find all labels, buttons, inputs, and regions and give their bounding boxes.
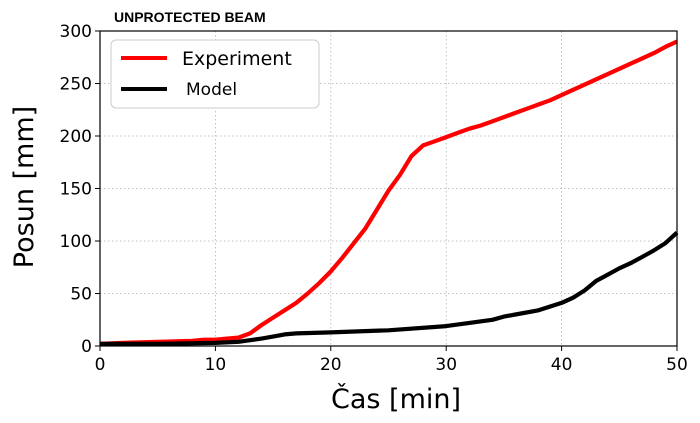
y-axis-label: Posun [mm] — [9, 106, 40, 268]
y-tick-label: 250 — [60, 75, 92, 95]
legend: Experiment Model — [110, 39, 320, 109]
legend-label-model: Model — [186, 80, 237, 100]
x-tick-label: 30 — [435, 355, 457, 375]
series-line-model — [100, 231, 679, 346]
y-tick-label: 100 — [60, 232, 92, 252]
x-tick-label: 40 — [551, 355, 573, 375]
y-tick-label: 0 — [81, 337, 92, 357]
x-axis-ticks: 0 10 20 30 40 50 — [95, 346, 688, 375]
x-tick-label: 50 — [666, 355, 688, 375]
y-axis-ticks: 0 50 100 150 200 250 300 — [60, 22, 100, 357]
x-axis-label: Čas [min] — [331, 383, 461, 415]
y-tick-label: 200 — [60, 127, 92, 147]
legend-label-experiment: Experiment — [182, 48, 292, 70]
y-tick-label: 300 — [60, 22, 92, 42]
series-line-experiment — [99, 39, 678, 346]
y-tick-label: 50 — [70, 285, 92, 305]
x-tick-label: 0 — [95, 355, 106, 375]
chart-title: UNPROTECTED BEAM — [114, 9, 266, 25]
x-tick-label: 10 — [205, 355, 227, 375]
series-layer — [99, 39, 679, 346]
y-tick-label: 150 — [60, 180, 92, 200]
x-tick-label: 20 — [320, 355, 342, 375]
